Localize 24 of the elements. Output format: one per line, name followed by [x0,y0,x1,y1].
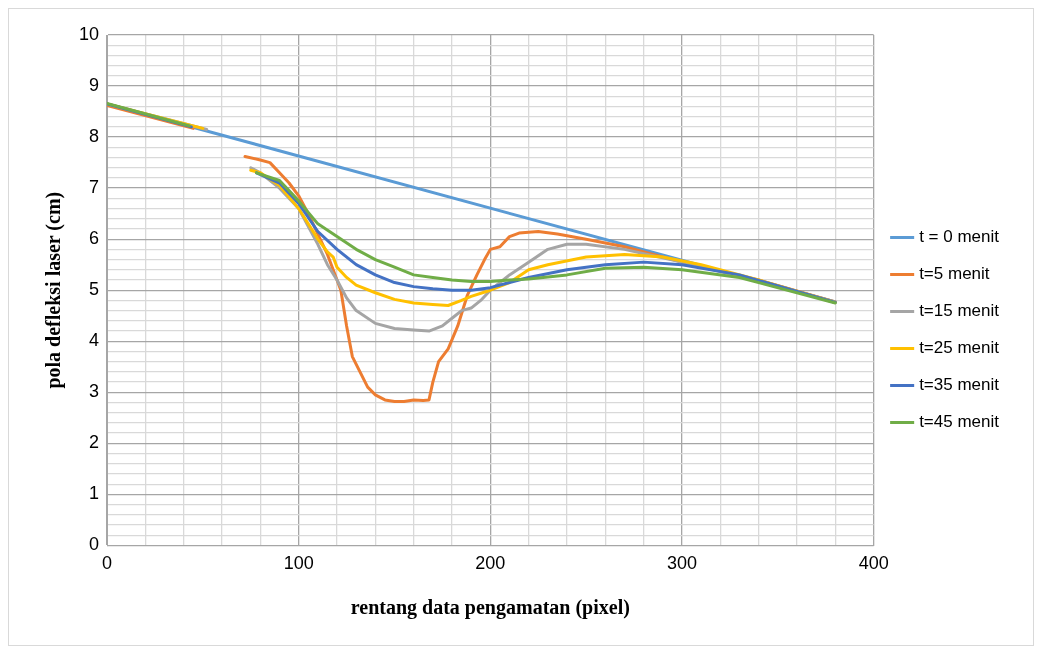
y-tick-label: 6 [89,228,100,249]
x-tick-label: 200 [475,553,506,574]
legend-label: t=25 menit [919,338,1000,358]
legend-label: t = 0 menit [919,227,1000,247]
x-tick-label: 0 [102,553,113,574]
legend-label: t=45 menit [919,412,1000,432]
y-tick-label: 1 [89,483,100,504]
legend-label: t=15 menit [919,301,1000,321]
y-tick-label: 2 [89,432,100,453]
y-tick-label: 0 [89,534,100,555]
x-axis-title: rentang data pengamatan (pixel) [350,596,630,620]
y-tick-label: 7 [89,177,100,198]
x-tick-label: 300 [666,553,698,574]
y-tick-label: 4 [89,330,100,351]
y-tick-label: 5 [89,279,100,300]
x-tick-label: 400 [858,553,889,574]
legend-label: t=35 menit [919,375,1000,395]
y-tick-label: 8 [89,126,100,147]
y-axis-title: pola defleksi laser (cm) [42,191,66,389]
y-tick-label: 9 [89,75,100,96]
y-tick-label: 10 [78,23,100,44]
x-tick-label: 100 [283,553,314,574]
legend-label: t=5 menit [919,264,990,284]
y-tick-label: 3 [89,381,100,402]
